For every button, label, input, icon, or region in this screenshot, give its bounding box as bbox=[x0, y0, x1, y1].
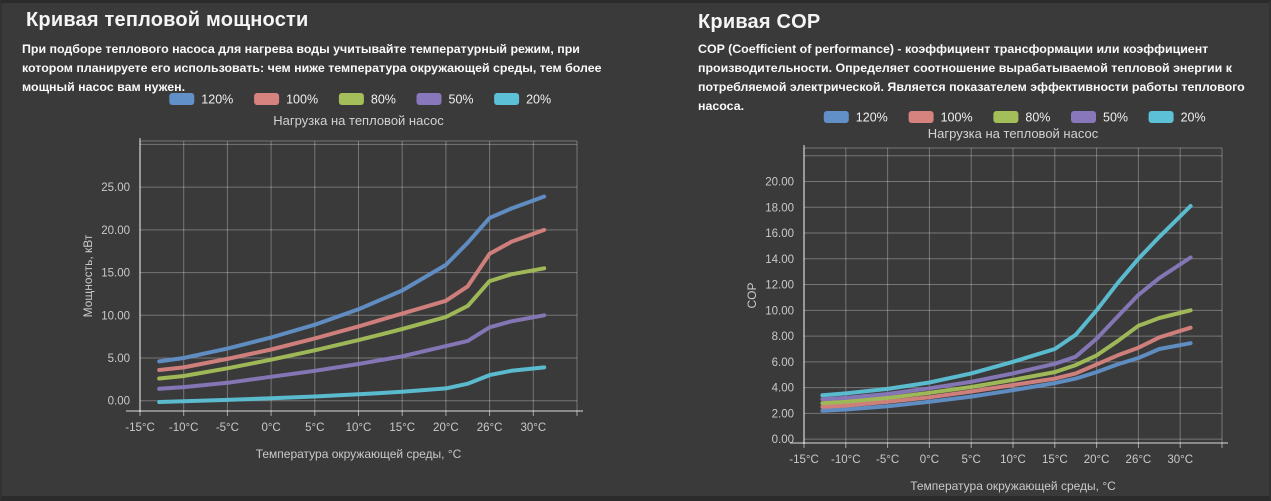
legend-item-120%[interactable]: 120% bbox=[823, 111, 888, 125]
heat-power-title: Кривая тепловой мощности bbox=[26, 9, 309, 31]
x-tick-label: 10°C bbox=[1000, 454, 1026, 466]
cop-description: COP (Coefficient of performance) - коэфф… bbox=[698, 42, 1245, 113]
legend-label: 20% bbox=[526, 93, 551, 107]
y-tick-label: 0.00 bbox=[772, 434, 794, 446]
y-tick-label: 8.00 bbox=[772, 331, 794, 343]
legend-swatch-20% bbox=[494, 93, 520, 105]
series-line-20% bbox=[820, 204, 1193, 398]
legend-swatch-50% bbox=[416, 93, 442, 105]
cop-y-axis-title: COP bbox=[745, 282, 759, 308]
legend-swatch-120% bbox=[169, 93, 195, 105]
y-tick-label: 6.00 bbox=[772, 357, 794, 369]
x-tick-label: -15°C bbox=[125, 422, 155, 434]
legend-label: 100% bbox=[941, 111, 973, 125]
heat-power-y-axis-title: Мощность, кВт bbox=[81, 234, 95, 317]
x-tick-label: 15°C bbox=[389, 422, 415, 434]
legend-item-80%[interactable]: 80% bbox=[993, 111, 1050, 125]
x-tick-label: 10°C bbox=[346, 422, 372, 434]
legend-swatch-100% bbox=[908, 111, 934, 123]
x-tick-label: 26°C bbox=[477, 422, 503, 434]
legend-item-100%[interactable]: 100% bbox=[254, 93, 318, 107]
heat-power-legend: 120% 100% 80% 50% 20% bbox=[169, 93, 551, 107]
heat-power-x-axis-title: Температура окружающей среды, °C bbox=[256, 447, 462, 461]
legend-swatch-120% bbox=[823, 111, 849, 123]
legend-swatch-100% bbox=[254, 93, 280, 105]
legend-item-20%[interactable]: 20% bbox=[1148, 111, 1206, 125]
legend-swatch-50% bbox=[1071, 111, 1096, 123]
y-tick-label: 14.00 bbox=[765, 254, 794, 266]
legend-item-50%[interactable]: 50% bbox=[416, 93, 474, 107]
y-tick-label: 4.00 bbox=[772, 383, 794, 395]
panel-cop: Кривая COP COP (Coefficient of performan… bbox=[638, 3, 1269, 496]
y-tick-label: 25.00 bbox=[101, 182, 130, 194]
x-tick-label: -5°C bbox=[876, 454, 899, 466]
legend-label: 80% bbox=[1025, 111, 1050, 125]
series-line-20% bbox=[157, 365, 547, 404]
cop-legend: 120% 100% 80% 50% 20% bbox=[823, 111, 1206, 125]
series-line-120% bbox=[820, 341, 1193, 413]
series-line-80% bbox=[157, 266, 547, 381]
y-tick-label: 10.00 bbox=[765, 305, 794, 317]
y-tick-label: 0.00 bbox=[108, 396, 130, 408]
series-line-100% bbox=[820, 325, 1193, 409]
x-tick-label: 0°C bbox=[261, 422, 280, 434]
x-tick-label: -10°C bbox=[169, 422, 199, 434]
x-tick-label: 26°C bbox=[1126, 454, 1152, 466]
y-tick-label: 10.00 bbox=[101, 310, 130, 322]
y-tick-label: 20.00 bbox=[765, 176, 794, 188]
x-tick-label: 5°C bbox=[305, 422, 324, 434]
x-tick-label: 0°C bbox=[920, 454, 939, 466]
legend-label: 120% bbox=[856, 111, 888, 125]
series-line-50% bbox=[820, 255, 1193, 402]
legend-label: 20% bbox=[1181, 111, 1206, 125]
legend-label: 80% bbox=[371, 93, 396, 107]
series-line-120% bbox=[157, 194, 547, 364]
series-line-80% bbox=[820, 308, 1193, 406]
legend-item-80%[interactable]: 80% bbox=[338, 93, 396, 107]
cop-title: Кривая COP bbox=[698, 11, 821, 33]
x-tick-label: 20°C bbox=[1084, 454, 1110, 466]
y-tick-label: 18.00 bbox=[765, 202, 794, 214]
x-tick-label: -5°C bbox=[216, 422, 239, 434]
y-tick-label: 15.00 bbox=[101, 268, 130, 280]
legend-label: 100% bbox=[286, 93, 318, 107]
legend-item-20%[interactable]: 20% bbox=[494, 93, 551, 107]
y-tick-label: 12.00 bbox=[765, 280, 794, 292]
x-tick-label: 30°C bbox=[1167, 454, 1193, 466]
legend-swatch-80% bbox=[993, 111, 1019, 123]
legend-swatch-20% bbox=[1148, 111, 1174, 123]
x-tick-label: 5°C bbox=[962, 454, 981, 466]
panel-heat-power: Кривая тепловой мощности При подборе теп… bbox=[2, 3, 638, 496]
legend-item-120%[interactable]: 120% bbox=[169, 93, 233, 107]
series-line-50% bbox=[157, 313, 547, 391]
legend-swatch-80% bbox=[338, 93, 364, 105]
heat-power-chart-title: Нагрузка на тепловой насос bbox=[273, 113, 444, 128]
legend-item-100%[interactable]: 100% bbox=[908, 111, 973, 125]
y-tick-label: 2.00 bbox=[772, 408, 794, 420]
legend-item-50%[interactable]: 50% bbox=[1071, 111, 1128, 125]
x-tick-label: 15°C bbox=[1042, 454, 1068, 466]
cop-chart-title: Нагрузка на тепловой насос bbox=[928, 126, 1099, 141]
legend-label: 50% bbox=[1103, 111, 1128, 125]
cop-chart: 0.00 2.00 4.00 6.00 8.00 10.00 12.00 14.00 16.00… bbox=[745, 111, 1228, 493]
y-tick-label: 16.00 bbox=[765, 228, 794, 240]
x-tick-label: -10°C bbox=[831, 454, 861, 466]
x-tick-label: -15°C bbox=[789, 454, 819, 466]
x-tick-label: 30°C bbox=[520, 422, 546, 434]
y-tick-label: 20.00 bbox=[101, 225, 130, 237]
heat-power-chart: 0.00 5.00 10.00 15.00 20.00 25.00 -15°C -10°C -5… bbox=[81, 93, 583, 461]
x-tick-label: 20°C bbox=[433, 422, 459, 434]
cop-x-axis-title: Температура окружающей среды, °C bbox=[910, 479, 1116, 493]
legend-label: 120% bbox=[201, 93, 233, 107]
heat-power-description: При подборе теплового насоса для нагрева… bbox=[22, 42, 602, 94]
y-tick-label: 5.00 bbox=[108, 353, 130, 365]
series-line-100% bbox=[157, 227, 547, 372]
legend-label: 50% bbox=[449, 93, 474, 107]
